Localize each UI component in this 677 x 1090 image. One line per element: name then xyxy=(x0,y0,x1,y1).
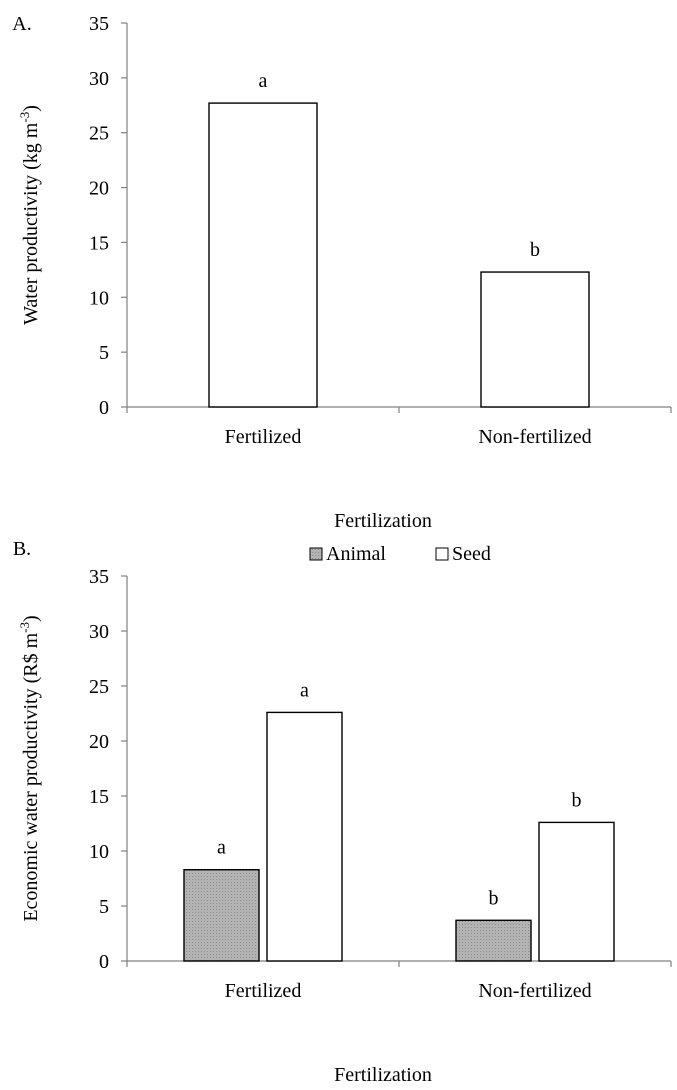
y-tick-label: 5 xyxy=(99,896,109,918)
bar-animal-non-fertilized xyxy=(455,919,532,962)
significance-letter: a xyxy=(259,70,268,92)
y-axis-title-main: Economic water productivity (R$ m xyxy=(20,632,42,921)
y-tick-label: 0 xyxy=(99,397,109,419)
x-category-label: Fertilized xyxy=(225,426,302,448)
significance-letter: b xyxy=(489,887,499,909)
x-axis-title: Fertilization xyxy=(334,1064,432,1086)
x-category-label: Non-fertilized xyxy=(478,426,591,448)
y-axis-title-end: ) xyxy=(20,105,42,112)
legend-swatch-seed xyxy=(435,547,449,561)
y-tick-label: 25 xyxy=(89,123,109,145)
y-axis-title-end: ) xyxy=(20,615,42,622)
bar-animal-fertilized xyxy=(183,869,260,962)
y-tick-label: 5 xyxy=(99,342,109,364)
panel-label: A. xyxy=(12,13,31,35)
legend-label-seed: Seed xyxy=(452,543,491,565)
y-tick-label: 10 xyxy=(89,841,109,863)
significance-letter: a xyxy=(217,837,226,859)
y-axis-title: Water productivity (kg m-3) xyxy=(17,105,42,325)
significance-letter: b xyxy=(572,789,582,811)
y-tick-label: 25 xyxy=(89,676,109,698)
chart-panel-b: B. 0 5 10 15 20 25 30 35 a a Fertilized b b Non-fertil… xyxy=(13,538,672,1086)
y-axis-title-superscript: -3 xyxy=(17,622,32,633)
significance-letter: a xyxy=(300,679,309,701)
y-tick-label: 20 xyxy=(89,178,109,200)
y-tick-label: 35 xyxy=(89,566,109,588)
y-tick-label: 30 xyxy=(89,68,109,90)
x-axis-title: Fertilization xyxy=(334,510,432,532)
y-axis-title: Economic water productivity (R$ m-3) xyxy=(17,615,42,921)
panel-label: B. xyxy=(13,538,31,560)
x-category-label: Fertilized xyxy=(225,980,302,1002)
bar-seed-non-fertilized xyxy=(538,821,615,962)
bar-value-fertilized xyxy=(208,102,318,408)
significance-letter: b xyxy=(530,239,540,261)
y-tick-label: 10 xyxy=(89,287,109,309)
y-tick-label: 0 xyxy=(99,951,109,973)
bar-seed-fertilized xyxy=(266,711,343,962)
chart-panel-a: A. 0 5 10 15 20 25 30 35 a Fertilized b Non-fertiliz… xyxy=(12,13,672,532)
y-tick-label: 20 xyxy=(89,731,109,753)
legend: Animal Seed xyxy=(309,543,491,565)
y-axis-title-main: Water productivity (kg m xyxy=(20,122,42,325)
y-tick-label: 15 xyxy=(89,232,109,254)
y-tick-label: 30 xyxy=(89,621,109,643)
legend-label-animal: Animal xyxy=(326,543,386,565)
x-category-label: Non-fertilized xyxy=(478,980,591,1002)
y-axis-title-superscript: -3 xyxy=(17,112,32,123)
legend-swatch-animal xyxy=(309,547,323,561)
y-tick-label: 35 xyxy=(89,13,109,35)
bar-value-non-fertilized xyxy=(480,271,590,408)
y-tick-label: 15 xyxy=(89,786,109,808)
